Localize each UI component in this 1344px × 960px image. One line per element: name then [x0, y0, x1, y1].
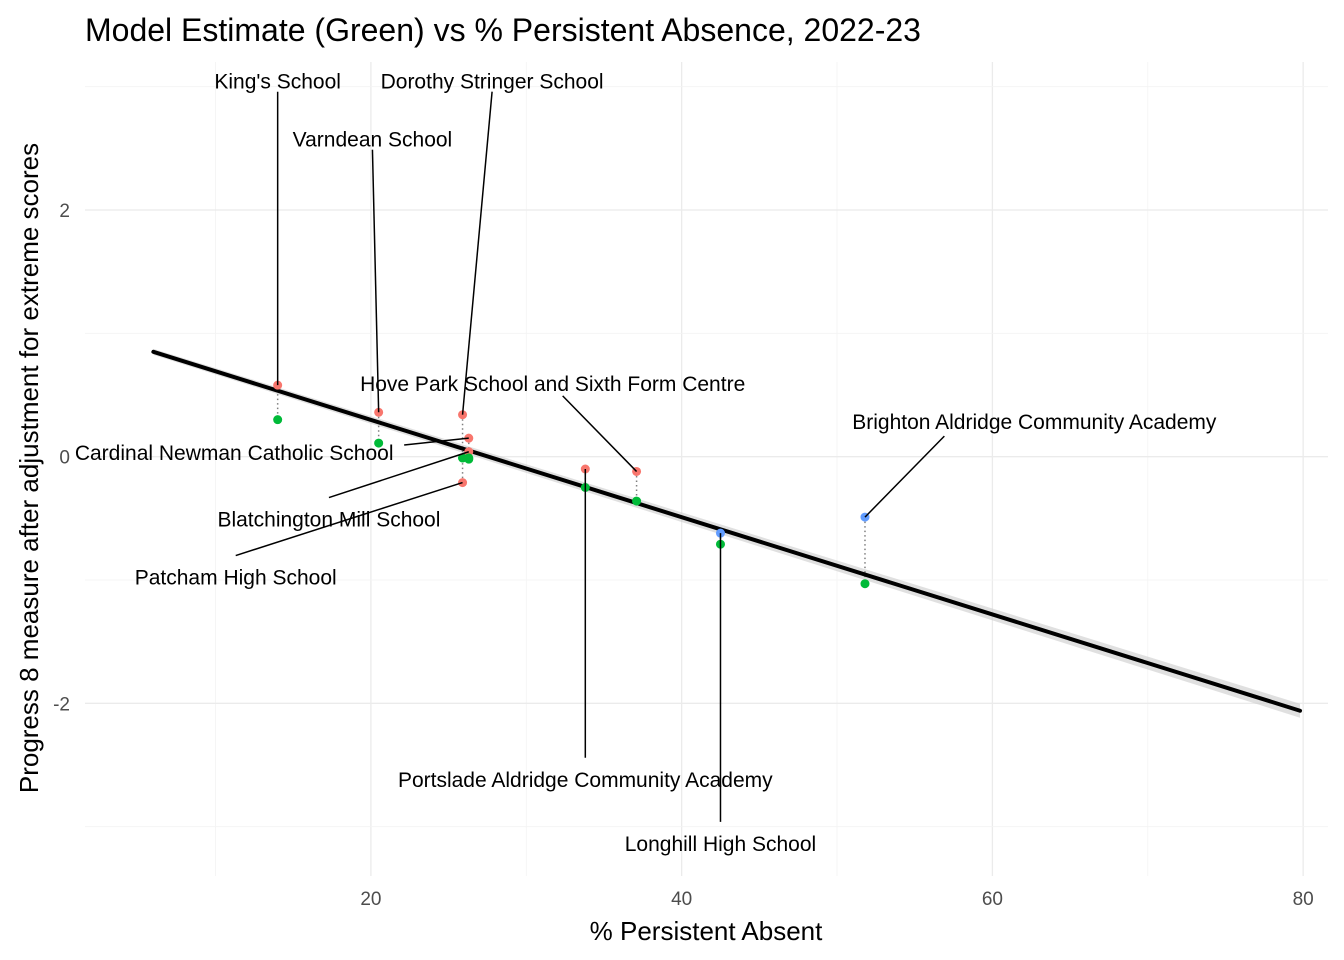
model-estimate-point	[860, 579, 870, 589]
x-tick-label: 60	[982, 889, 1003, 910]
y-tick-label: 2	[59, 201, 70, 222]
leader-line	[864, 435, 945, 518]
model-estimate-point	[374, 438, 384, 448]
school-label: Hove Park School and Sixth Form Centre	[360, 373, 745, 396]
school-label: Varndean School	[293, 129, 453, 152]
leader-line	[562, 395, 638, 472]
y-tick-label: -2	[53, 694, 70, 715]
school-label: Dorothy Stringer School	[381, 71, 604, 94]
x-tick-label: 20	[360, 889, 381, 910]
school-label: Longhill High School	[625, 833, 816, 856]
chart-title: Model Estimate (Green) vs % Persistent A…	[85, 12, 921, 48]
school-label: Patcham High School	[135, 567, 337, 590]
trend-line	[151, 349, 1303, 713]
x-tick-label: 40	[671, 889, 692, 910]
leader-line	[235, 481, 463, 557]
model-estimate-point	[273, 415, 283, 425]
axis-ticks: 20 40 60 80 -2 0 2	[53, 201, 1314, 910]
trend-line-group	[151, 349, 1303, 713]
leader-line	[371, 149, 380, 413]
y-tick-label: 0	[59, 448, 70, 469]
gridlines	[85, 62, 1328, 876]
school-labels: King's School Varndean School Dorothy Stri…	[75, 71, 1217, 856]
x-tick-label: 80	[1293, 889, 1314, 910]
school-label: King's School	[214, 71, 341, 94]
school-label: Blatchington Mill School	[217, 509, 440, 532]
x-axis-title: % Persistent Absent	[590, 916, 823, 946]
school-label: Portslade Aldridge Community Academy	[398, 769, 773, 792]
model-estimate-point	[464, 453, 474, 463]
label-leader-lines	[235, 91, 945, 822]
school-label: Cardinal Newman Catholic School	[75, 442, 394, 465]
y-axis-title: Progress 8 measure after adjustment for …	[14, 143, 44, 793]
data-points	[273, 380, 870, 589]
leader-line	[404, 437, 469, 446]
model-estimate-point	[632, 496, 642, 506]
leader-line	[461, 91, 493, 415]
leader-line	[328, 451, 470, 499]
model-estimate-point	[458, 453, 468, 463]
school-label: Brighton Aldridge Community Academy	[852, 411, 1217, 434]
